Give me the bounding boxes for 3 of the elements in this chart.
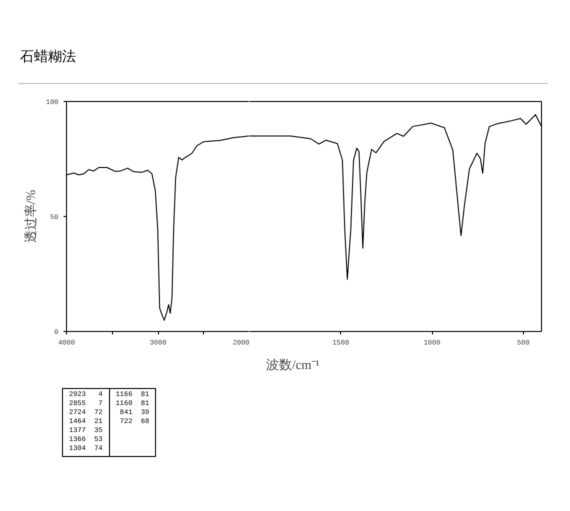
x-axis-title: 波数/cm⁻¹: [266, 356, 320, 374]
chart-title: 石蜡糊法: [20, 48, 76, 67]
y-axis-title: 透过率/%: [22, 190, 38, 244]
